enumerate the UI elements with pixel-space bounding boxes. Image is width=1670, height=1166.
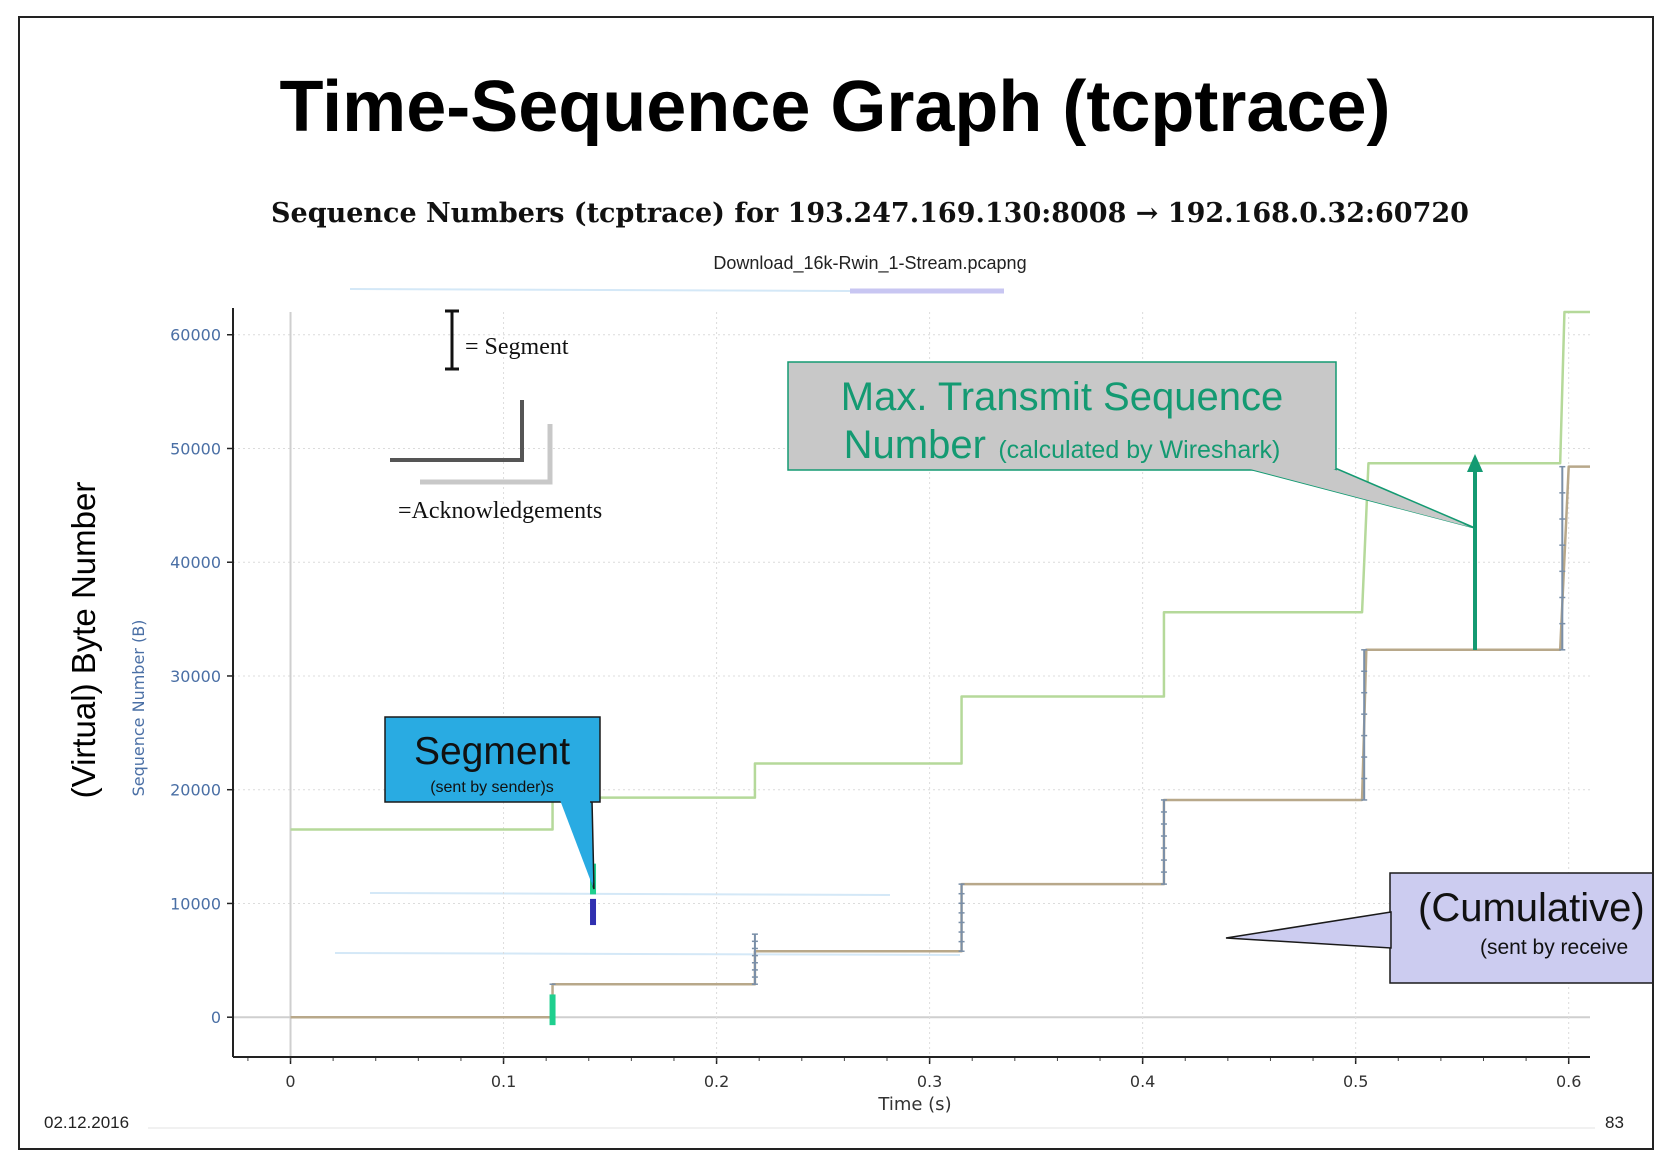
series-line-ack [290, 465, 1590, 1019]
slide-page-number: 83 [1605, 1113, 1624, 1132]
callout-max-seq-subtitle: (calculated by Wireshark) [998, 436, 1280, 464]
slide-date: 02.12.2016 [44, 1113, 130, 1132]
callout-cumulative-title: (Cumulative) [1418, 886, 1645, 930]
callout-cumulative-subtitle: (sent by receive [1480, 936, 1628, 959]
x-tick-label: 0.6 [1556, 1072, 1581, 1091]
chart-title: Sequence Numbers (tcptrace) for 193.247.… [271, 198, 1469, 229]
legend-ack-text: =Acknowledgements [398, 498, 602, 524]
y-tick-label: 30000 [170, 667, 221, 686]
axes: 0 10000 20000 30000 40000 50000 60000 0 0.1 0.2 0.… [170, 308, 1590, 1091]
slide-frame [18, 16, 1654, 1150]
x-tick-label: 0.4 [1130, 1072, 1155, 1091]
y-tick-label: 0 [211, 1008, 221, 1027]
y-tick-label: 60000 [170, 326, 221, 345]
legend-segment-text: = Segment [465, 334, 569, 360]
frame-edge-mask [1654, 860, 1670, 1000]
slide-title: Time-Sequence Graph (tcptrace) [279, 67, 1391, 147]
y-tick-label: 20000 [170, 781, 221, 800]
x-tick-label: 0.5 [1343, 1072, 1368, 1091]
y-tick-label: 50000 [170, 439, 221, 458]
decor-line [369, 892, 891, 896]
max-seq-arrow [1467, 454, 1483, 650]
callout-max-seq-line2: Number (calculated by Wireshark) [844, 423, 1281, 467]
callout-max-seq: Max. Transmit Sequence Number (calculate… [787, 361, 1476, 529]
highlight-marks [549, 863, 597, 1026]
callout-max-seq-line1: Max. Transmit Sequence [841, 375, 1283, 419]
chart-subtitle: Download_16k-Rwin_1-Stream.pcapng [713, 253, 1027, 273]
decor-line [334, 952, 961, 956]
x-tick-label: 0.3 [917, 1072, 942, 1091]
callout-segment: Segment (sent by sender)s [384, 716, 601, 890]
x-tick-label: 0.1 [491, 1072, 516, 1091]
y-axis-label: Sequence Number (B) [129, 620, 148, 797]
y-tick-label: 40000 [170, 553, 221, 572]
callout-segment-subtitle: (sent by sender)s [430, 779, 554, 796]
x-tick-label: 0.2 [704, 1072, 729, 1091]
callout-segment-title: Segment [414, 730, 570, 773]
callout-max-seq-number: Number [844, 423, 986, 467]
callout-cumulative: (Cumulative) (sent by receive [1225, 872, 1670, 984]
y-tick-label: 10000 [170, 894, 221, 913]
legend-ack-symbol [390, 400, 553, 485]
decor-line [349, 288, 851, 292]
x-tick-label: 0 [285, 1072, 295, 1091]
legend: = Segment =Acknowledgements [390, 309, 602, 524]
segment-bursts [751, 465, 1566, 985]
legend-segment-symbol [445, 309, 459, 371]
x-axis-label: Time (s) [877, 1094, 951, 1115]
